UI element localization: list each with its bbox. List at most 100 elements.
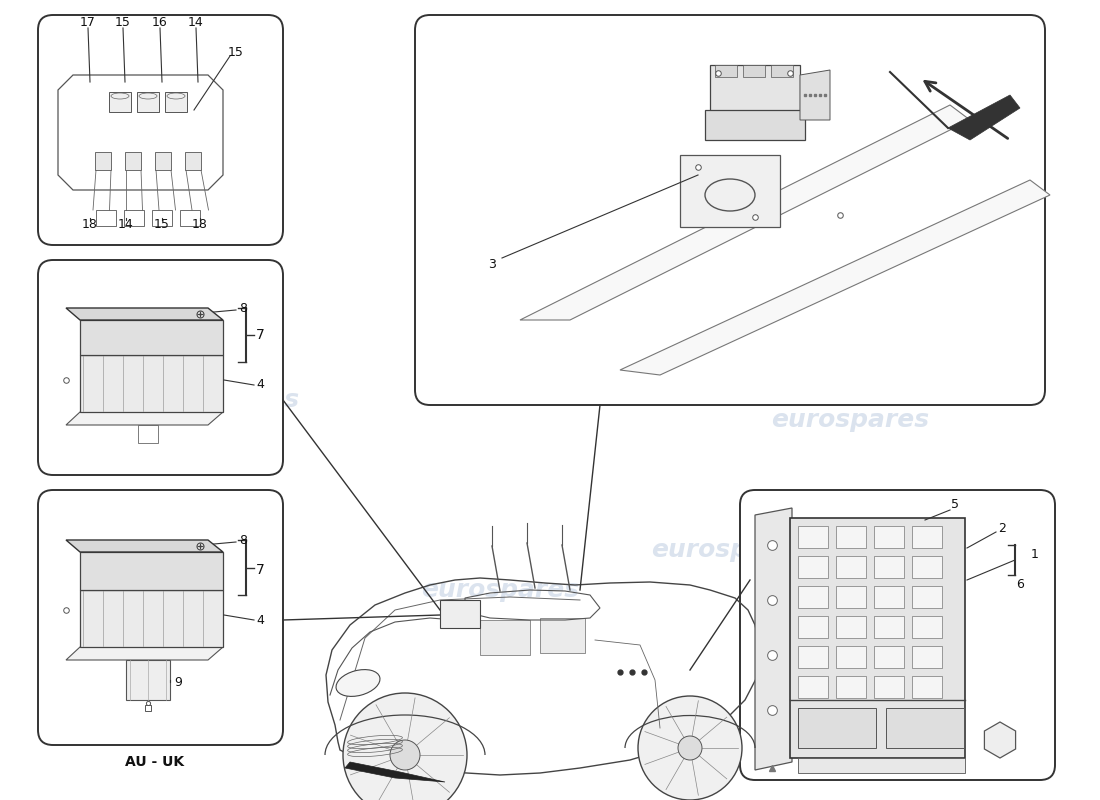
Bar bbox=[680, 155, 780, 227]
Bar bbox=[798, 646, 828, 668]
Bar bbox=[96, 210, 115, 226]
Bar bbox=[742, 65, 764, 77]
FancyBboxPatch shape bbox=[39, 490, 283, 745]
Bar bbox=[715, 65, 737, 77]
Text: 1: 1 bbox=[1031, 549, 1038, 562]
Bar bbox=[180, 210, 200, 226]
Bar bbox=[798, 708, 876, 748]
Bar bbox=[836, 526, 866, 548]
Bar bbox=[710, 65, 800, 120]
Polygon shape bbox=[800, 70, 830, 120]
Bar bbox=[874, 586, 904, 608]
Bar bbox=[155, 152, 170, 170]
Bar bbox=[836, 676, 866, 698]
Bar bbox=[874, 616, 904, 638]
Bar bbox=[152, 210, 172, 226]
Text: 3: 3 bbox=[488, 258, 496, 271]
Text: 14: 14 bbox=[188, 15, 204, 29]
Text: 17: 17 bbox=[80, 15, 96, 29]
Bar bbox=[540, 618, 585, 653]
Bar bbox=[798, 616, 828, 638]
Polygon shape bbox=[66, 308, 223, 320]
Text: 4: 4 bbox=[256, 378, 264, 391]
Polygon shape bbox=[66, 540, 223, 552]
Text: 5: 5 bbox=[952, 498, 959, 511]
Bar bbox=[912, 526, 942, 548]
Bar bbox=[771, 65, 793, 77]
Text: eurospares: eurospares bbox=[421, 378, 579, 402]
Bar bbox=[874, 556, 904, 578]
Bar bbox=[912, 646, 942, 668]
FancyBboxPatch shape bbox=[740, 490, 1055, 780]
Circle shape bbox=[638, 696, 743, 800]
Polygon shape bbox=[80, 552, 223, 590]
Bar bbox=[836, 586, 866, 608]
Bar bbox=[836, 556, 866, 578]
Text: eurospares: eurospares bbox=[651, 538, 810, 562]
Bar bbox=[790, 518, 965, 758]
Text: 15: 15 bbox=[154, 218, 169, 231]
Text: 6: 6 bbox=[1016, 578, 1024, 591]
Text: 15: 15 bbox=[116, 15, 131, 29]
Bar bbox=[874, 646, 904, 668]
Ellipse shape bbox=[336, 670, 380, 697]
Text: 18: 18 bbox=[82, 218, 98, 231]
Text: eurospares: eurospares bbox=[141, 388, 299, 412]
Polygon shape bbox=[80, 590, 223, 647]
Text: 8: 8 bbox=[239, 302, 248, 314]
Polygon shape bbox=[620, 180, 1050, 375]
Polygon shape bbox=[755, 508, 792, 770]
Bar bbox=[124, 210, 144, 226]
FancyBboxPatch shape bbox=[415, 15, 1045, 405]
Polygon shape bbox=[66, 647, 223, 660]
Text: 4: 4 bbox=[256, 614, 264, 626]
Circle shape bbox=[678, 736, 702, 760]
Bar bbox=[836, 616, 866, 638]
Polygon shape bbox=[80, 355, 223, 412]
Bar bbox=[912, 616, 942, 638]
Polygon shape bbox=[345, 762, 446, 782]
FancyBboxPatch shape bbox=[39, 260, 283, 475]
Bar bbox=[95, 152, 111, 170]
Circle shape bbox=[343, 693, 468, 800]
Bar bbox=[125, 152, 141, 170]
Text: 16: 16 bbox=[152, 15, 168, 29]
Bar bbox=[912, 556, 942, 578]
Text: 8: 8 bbox=[239, 534, 248, 546]
Bar bbox=[138, 425, 158, 443]
Bar bbox=[705, 110, 805, 140]
FancyBboxPatch shape bbox=[39, 15, 283, 245]
Circle shape bbox=[390, 740, 420, 770]
Text: 2: 2 bbox=[998, 522, 1005, 534]
Polygon shape bbox=[126, 660, 170, 700]
Bar bbox=[165, 92, 187, 112]
Bar bbox=[185, 152, 201, 170]
Polygon shape bbox=[80, 320, 223, 355]
Bar bbox=[798, 556, 828, 578]
Bar bbox=[874, 676, 904, 698]
Polygon shape bbox=[948, 95, 1020, 140]
Text: 7: 7 bbox=[255, 328, 264, 342]
Text: 15: 15 bbox=[228, 46, 244, 58]
Bar bbox=[138, 92, 160, 112]
Bar bbox=[886, 708, 964, 748]
Bar bbox=[798, 758, 965, 773]
Text: eurospares: eurospares bbox=[771, 408, 929, 432]
Text: 7: 7 bbox=[255, 563, 264, 577]
Polygon shape bbox=[520, 105, 970, 320]
Text: 18: 18 bbox=[192, 218, 208, 231]
Text: 9: 9 bbox=[174, 675, 182, 689]
Bar bbox=[798, 586, 828, 608]
Bar bbox=[109, 92, 131, 112]
Text: eurospares: eurospares bbox=[421, 578, 579, 602]
Text: AU - UK: AU - UK bbox=[125, 755, 185, 769]
Bar bbox=[912, 586, 942, 608]
Bar bbox=[798, 676, 828, 698]
Bar bbox=[912, 676, 942, 698]
Bar bbox=[798, 526, 828, 548]
Bar bbox=[836, 646, 866, 668]
Bar bbox=[440, 600, 480, 628]
Bar bbox=[480, 620, 530, 655]
Bar bbox=[874, 526, 904, 548]
Polygon shape bbox=[984, 722, 1015, 758]
